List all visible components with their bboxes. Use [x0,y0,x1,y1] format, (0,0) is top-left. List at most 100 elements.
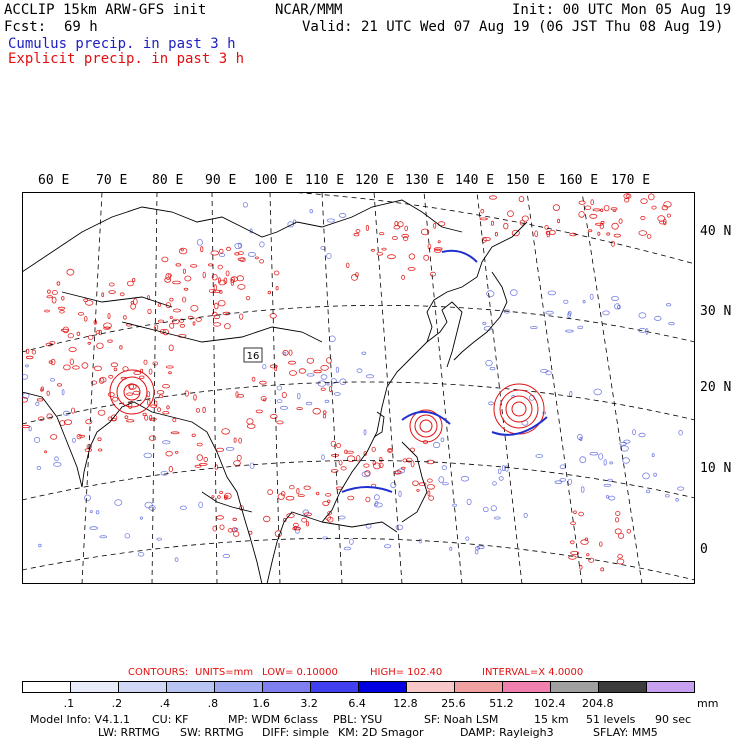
precip-contour [84,494,91,502]
colorbar-tick-label: 1.6 [252,697,270,710]
precip-contour [47,289,51,294]
precip-contour [283,351,287,356]
precip-contour [570,550,579,555]
precip-contour [587,229,593,233]
precip-contour [584,537,589,541]
colorbar-tick-label: 204.8 [582,697,614,710]
explicit-legend: Explicit precip. in past 3 h [8,51,245,67]
precip-contour [327,516,334,523]
precip-contour [365,224,369,231]
precip-contour [147,308,152,315]
colorbar-tick-label: .1 [63,697,75,710]
precip-contour [616,558,625,565]
precip-contour [245,296,251,301]
precip-contour [579,564,583,570]
precip-contour [225,270,230,277]
precip-contour [293,522,299,528]
precip-contour [344,449,348,454]
precip-contour [61,296,65,301]
precip-contour [287,221,295,228]
precip-contour [305,521,309,527]
precip-contour [476,545,485,550]
precip-contour [157,303,162,307]
graticule [22,192,695,584]
precip-contour [168,371,172,375]
precip-contour [139,375,145,379]
precip-contour [234,252,240,256]
precip-contour [623,439,631,444]
precip-contour [330,469,339,473]
precip-contour [194,464,202,468]
precip-contour [294,526,300,534]
precip-contour [490,220,494,226]
precip-contour [404,225,409,232]
precip-contour [217,299,226,307]
precip-contour [301,517,308,523]
precip-contour [412,480,419,486]
precip-contour [387,447,393,452]
lat-label: 30 N [700,304,732,319]
precip-contour [518,196,525,203]
lon-label: 160 E [559,173,599,188]
precip-contour [569,540,575,545]
precip-contour [276,385,283,391]
precip-contour [199,462,208,466]
precip-contour [211,495,215,499]
precip-contour [214,464,218,470]
precip-contour [668,322,675,326]
colorbar-swatch [550,681,599,693]
precip-contour [196,442,203,447]
precip-contour [429,271,436,277]
precip-contour [493,516,501,520]
precip-contour [395,524,404,531]
model-title: ACCLIP 15km ARW-GFS init [4,2,207,18]
precip-contour [190,305,199,312]
precip-contour [428,495,435,501]
precip-contour [492,481,497,486]
precip-contour [195,408,200,413]
lon-label: 120 E [355,173,395,188]
precip-contour [164,277,172,283]
precip-contour [618,218,623,224]
precip-contour [113,367,118,372]
precip-contour [56,281,61,286]
precip-contour [345,262,350,268]
precip-contour [353,232,360,237]
precip-contour [254,256,259,260]
precip-contour [584,205,592,210]
precip-contour [249,462,255,469]
precip-contour [302,509,309,516]
precip-contour [76,433,82,440]
precip-contour [97,448,103,452]
precip-contour [46,413,53,420]
precip-contour [54,456,59,462]
precip-contour [165,450,173,457]
precip-contour [593,388,602,396]
precip-contour [142,412,147,417]
precip-contour [182,268,186,274]
precip-contour [638,312,647,319]
precip-contour [565,329,574,333]
precip-contour [320,374,328,380]
contours-units: UNITS=mm [195,667,254,678]
precip-contour [174,450,179,454]
precip-contour [262,515,271,523]
precip-contour [336,443,342,448]
precip-contour [602,310,610,316]
map-frame [22,192,695,584]
precip-contour [330,378,337,384]
colorbar-swatch [310,681,359,693]
precip-contour [303,485,311,490]
precip-contour [31,349,37,355]
precip-contour [568,555,577,560]
precip-contour [474,549,479,555]
lon-label: 70 E [96,173,128,188]
precip-contour [255,409,263,414]
precip-contour [36,465,42,470]
precip-contour [578,211,585,218]
precip-contour [119,345,123,350]
precip-contour [654,315,662,321]
lat-label: 20 N [700,380,732,395]
colorbar-swatch [358,681,407,693]
precip-contour [246,423,256,429]
